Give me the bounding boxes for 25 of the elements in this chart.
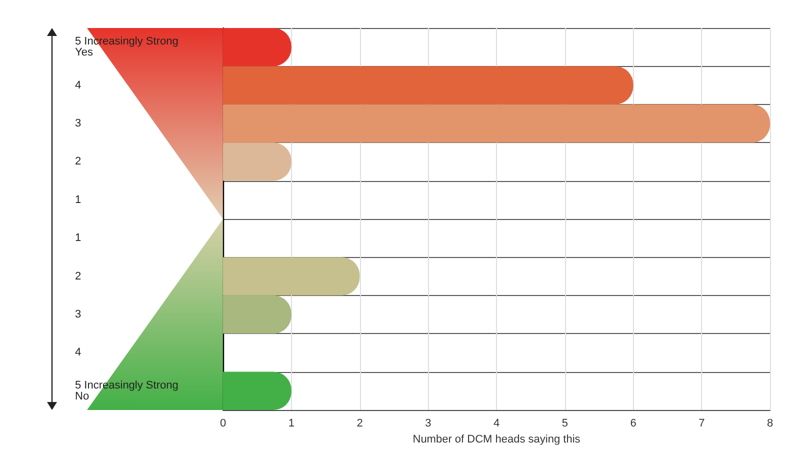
x-tick-label: 2 xyxy=(356,418,363,430)
x-tick-label: 0 xyxy=(220,418,226,430)
y-tick-label: 4 xyxy=(75,79,82,92)
x-tick-label: 7 xyxy=(698,418,705,430)
x-tick-label: 3 xyxy=(425,418,432,430)
x-axis-title: Number of DCM heads saying this xyxy=(412,433,581,446)
bar xyxy=(223,28,292,66)
y-tick-label: 3 xyxy=(75,118,82,130)
bar xyxy=(223,66,634,104)
x-tick-label: 6 xyxy=(630,418,636,430)
y-tick-label: 2 xyxy=(75,270,82,282)
x-tick-label: 4 xyxy=(493,418,500,430)
x-tick-label: 8 xyxy=(766,418,774,430)
y-tick-label: 4 xyxy=(75,346,82,359)
y-tick-label: 1 xyxy=(75,232,82,244)
x-tick-label: 5 xyxy=(562,418,568,430)
y-tick-label: 2 xyxy=(75,156,82,168)
y-tick-label: 3 xyxy=(75,308,82,320)
x-tick-label: 1 xyxy=(288,418,294,430)
bar xyxy=(223,142,292,181)
y-tick-label: 1 xyxy=(75,194,82,206)
bar xyxy=(223,372,292,410)
bar xyxy=(223,295,292,334)
bar xyxy=(223,257,360,296)
bar xyxy=(223,104,770,143)
